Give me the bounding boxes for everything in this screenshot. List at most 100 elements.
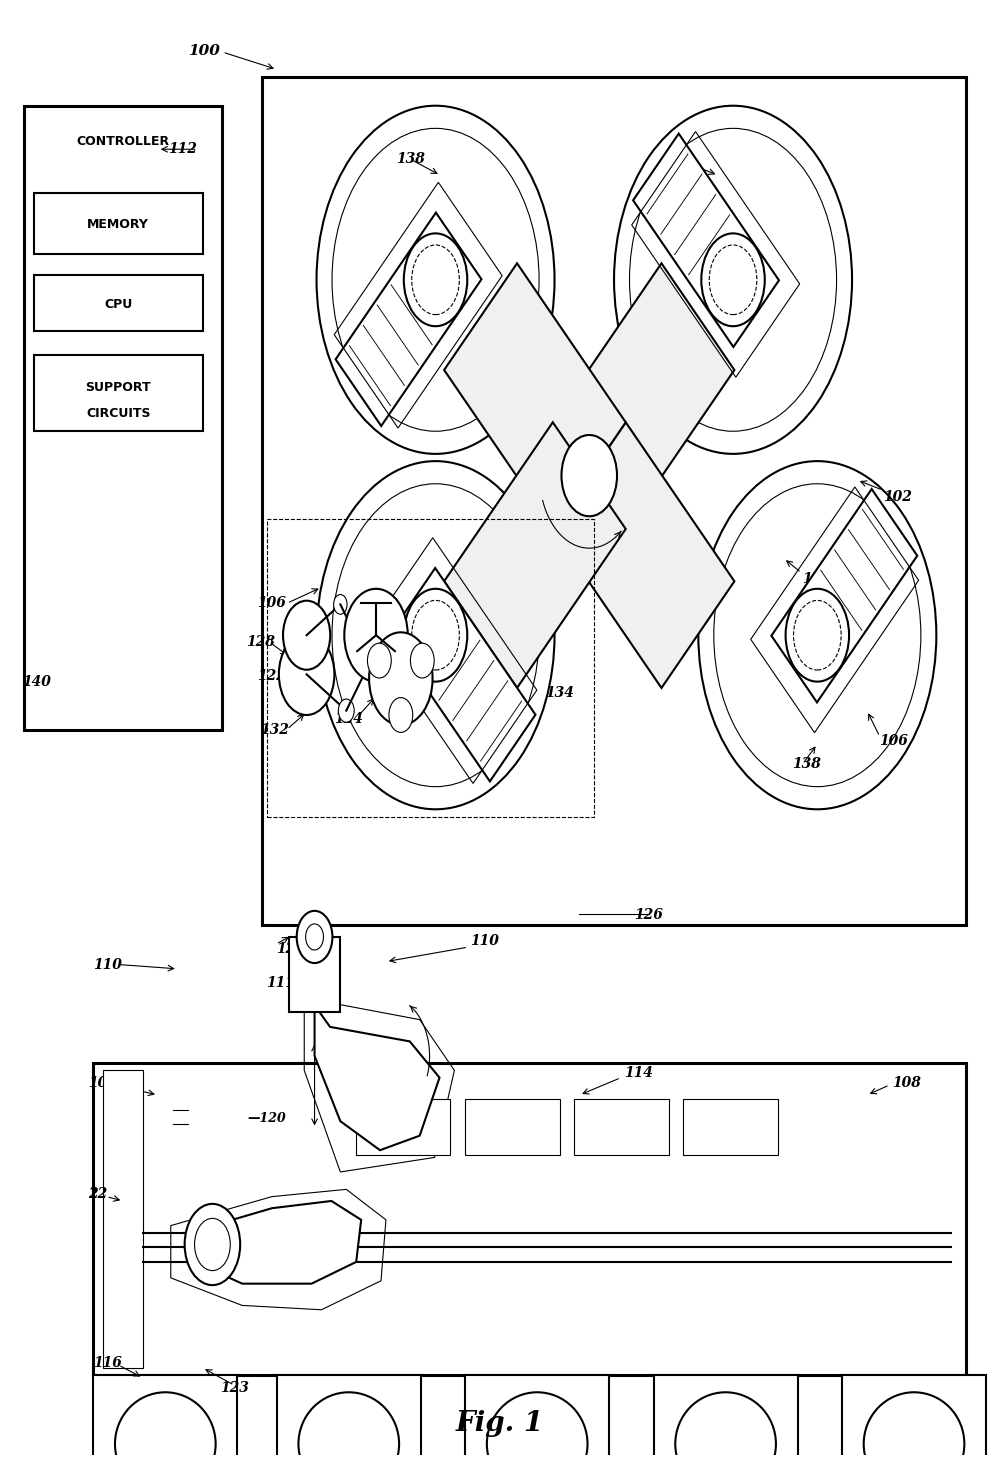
Circle shape: [561, 435, 617, 516]
Bar: [842, 1374, 986, 1459]
Text: 116: 116: [93, 1357, 122, 1370]
Circle shape: [334, 594, 347, 614]
Text: 123: 123: [276, 941, 305, 956]
Text: 130: 130: [423, 668, 452, 683]
Circle shape: [614, 105, 852, 454]
Circle shape: [363, 648, 379, 671]
Circle shape: [297, 910, 332, 963]
Bar: [465, 1374, 609, 1459]
Text: 106: 106: [257, 597, 286, 610]
Text: 134: 134: [545, 686, 574, 700]
Text: CONTROLLER: CONTROLLER: [77, 136, 170, 149]
Text: 111: 111: [266, 976, 295, 991]
Bar: [24, 105, 222, 730]
Text: CPU: CPU: [104, 298, 132, 311]
Polygon shape: [553, 422, 734, 689]
Circle shape: [786, 589, 849, 681]
Text: —142: —142: [98, 198, 137, 212]
Ellipse shape: [298, 1392, 399, 1459]
Bar: [356, 1100, 450, 1154]
Text: 124: 124: [334, 712, 363, 727]
Circle shape: [412, 245, 459, 315]
Bar: [93, 1374, 237, 1459]
Circle shape: [332, 484, 539, 786]
Text: 100: 100: [188, 44, 220, 57]
Circle shape: [404, 589, 467, 681]
Text: CIRCUITS: CIRCUITS: [86, 407, 150, 420]
Bar: [654, 1374, 798, 1459]
Text: —146: —146: [98, 355, 137, 368]
Circle shape: [185, 1204, 240, 1285]
Polygon shape: [198, 1201, 361, 1284]
Circle shape: [306, 924, 323, 950]
Circle shape: [794, 601, 841, 670]
Circle shape: [412, 601, 459, 670]
Circle shape: [338, 699, 354, 722]
Ellipse shape: [864, 1392, 964, 1459]
Text: 138: 138: [793, 757, 821, 772]
Text: 106: 106: [879, 734, 908, 748]
Bar: [683, 1100, 778, 1154]
Text: Fig. 1: Fig. 1: [456, 1411, 544, 1437]
Text: 138: 138: [664, 152, 692, 166]
Bar: [574, 1100, 669, 1154]
Circle shape: [344, 589, 408, 681]
Ellipse shape: [115, 1392, 216, 1459]
Text: 123: 123: [220, 1382, 249, 1395]
Bar: [103, 1071, 143, 1367]
Text: 122: 122: [257, 668, 286, 683]
Polygon shape: [771, 489, 917, 702]
Text: 112: 112: [168, 142, 197, 156]
Text: 132: 132: [260, 722, 289, 737]
Circle shape: [630, 128, 837, 432]
Bar: [93, 1064, 966, 1374]
Circle shape: [698, 461, 936, 810]
Polygon shape: [553, 263, 734, 530]
Circle shape: [317, 105, 555, 454]
Circle shape: [317, 461, 555, 810]
Text: 110: 110: [93, 957, 122, 972]
Text: 108: 108: [892, 1077, 921, 1090]
Bar: [289, 937, 340, 1013]
Bar: [34, 193, 203, 254]
Text: 138: 138: [396, 152, 425, 166]
Text: 118: 118: [260, 1255, 289, 1269]
Ellipse shape: [675, 1392, 776, 1459]
Text: 126: 126: [634, 907, 663, 922]
Bar: [34, 355, 203, 430]
Circle shape: [404, 233, 467, 327]
Text: 22: 22: [88, 1186, 108, 1201]
Bar: [277, 1374, 421, 1459]
Text: 128: 128: [246, 636, 275, 649]
Bar: [34, 276, 203, 331]
Text: 136: 136: [802, 572, 831, 585]
Circle shape: [195, 1218, 230, 1271]
Text: —144: —144: [98, 276, 137, 289]
Circle shape: [367, 643, 391, 678]
Circle shape: [701, 233, 765, 327]
Circle shape: [332, 128, 539, 432]
Polygon shape: [315, 1005, 440, 1150]
Polygon shape: [444, 422, 626, 689]
Polygon shape: [444, 263, 626, 530]
Polygon shape: [390, 568, 535, 782]
Text: 140: 140: [22, 674, 51, 689]
Circle shape: [714, 484, 921, 786]
Ellipse shape: [487, 1392, 588, 1459]
Polygon shape: [633, 134, 779, 347]
Bar: [262, 77, 966, 925]
Text: 102: 102: [883, 490, 912, 505]
Circle shape: [355, 638, 368, 658]
Bar: [465, 1100, 560, 1154]
Text: MEMORY: MEMORY: [87, 219, 149, 231]
Polygon shape: [336, 213, 481, 426]
Circle shape: [410, 643, 434, 678]
Text: 108: 108: [88, 1077, 117, 1090]
Text: SUPPORT: SUPPORT: [85, 381, 151, 394]
Bar: [267, 519, 594, 817]
Circle shape: [389, 697, 413, 732]
Text: 114: 114: [624, 1067, 653, 1080]
Circle shape: [709, 245, 757, 315]
Text: —120: —120: [247, 1112, 286, 1125]
Circle shape: [283, 601, 330, 670]
